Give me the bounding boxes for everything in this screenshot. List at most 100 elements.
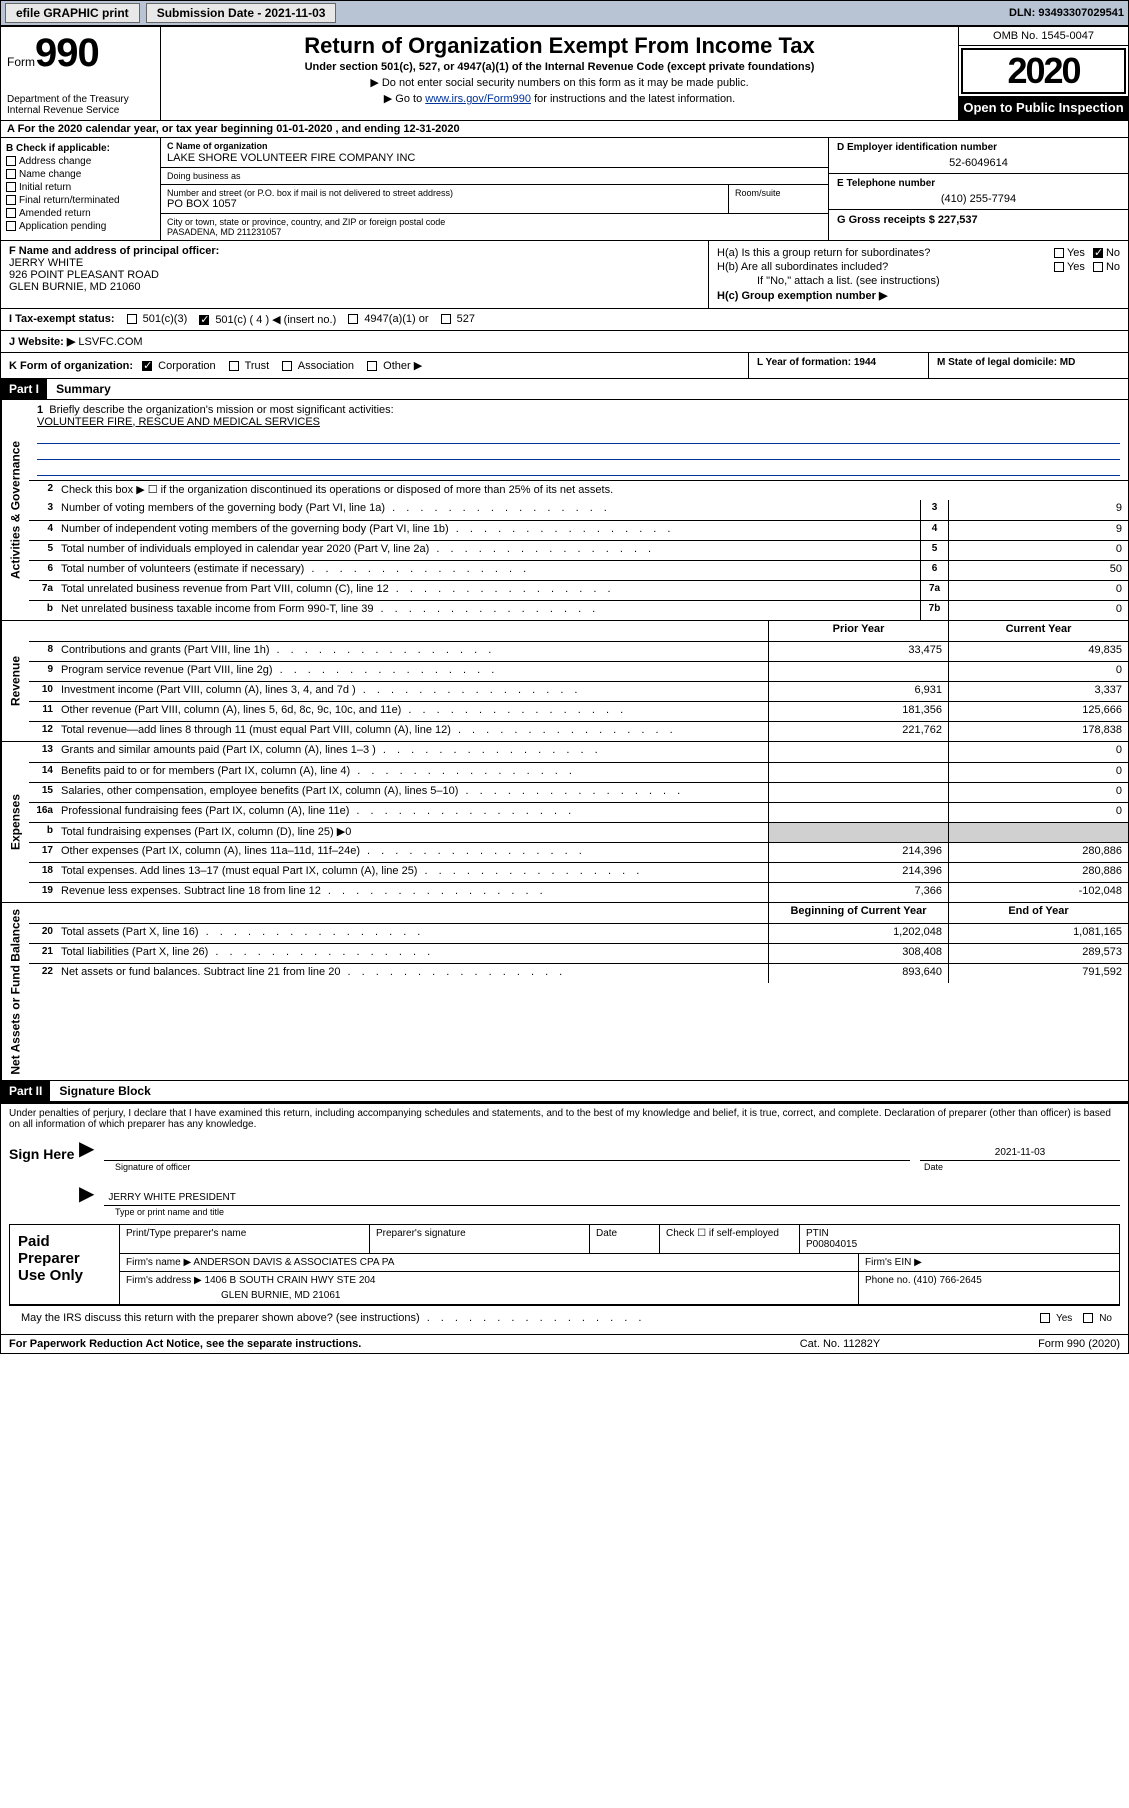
- row-label: Revenue less expenses. Subtract line 18 …: [57, 883, 768, 902]
- cb-501c3[interactable]: [127, 314, 137, 324]
- cb-other[interactable]: [367, 361, 377, 371]
- officer-addr1: 926 POINT PLEASANT ROAD: [9, 269, 700, 281]
- cb-assoc[interactable]: [282, 361, 292, 371]
- cb-amended-return[interactable]: [6, 208, 16, 218]
- q5-value: 0: [948, 541, 1128, 560]
- prior-value: [768, 742, 948, 762]
- cb-discuss-no[interactable]: [1083, 1313, 1093, 1323]
- prior-year-header: Prior Year: [768, 621, 948, 641]
- current-value: 280,886: [948, 843, 1128, 862]
- part-1-title: Summary: [50, 380, 117, 398]
- row-label: Benefits paid to or for members (Part IX…: [57, 763, 768, 782]
- current-year-header: Current Year: [948, 621, 1128, 641]
- cb-corp[interactable]: [142, 361, 152, 371]
- q2-label: Check this box ▶ ☐ if the organization d…: [57, 481, 1128, 500]
- current-value: 0: [948, 742, 1128, 762]
- cb-name-change[interactable]: [6, 169, 16, 179]
- current-value: 0: [948, 783, 1128, 802]
- q6-label: Total number of volunteers (estimate if …: [57, 561, 920, 580]
- revenue-section: Revenue Prior Year Current Year 8Contrib…: [1, 621, 1128, 742]
- expenses-tab: Expenses: [1, 742, 29, 902]
- cb-application-pending[interactable]: [6, 221, 16, 231]
- efile-print-button[interactable]: efile GRAPHIC print: [5, 3, 140, 23]
- current-value: 0: [948, 803, 1128, 822]
- h-c-label: H(c) Group exemption number ▶: [717, 289, 887, 302]
- submission-date-button[interactable]: Submission Date - 2021-11-03: [146, 3, 337, 23]
- col-d-to-g: D Employer identification number 52-6049…: [828, 138, 1128, 240]
- current-value: 289,573: [948, 944, 1128, 963]
- prior-value: 893,640: [768, 964, 948, 983]
- governance-section: Activities & Governance 1 Briefly descri…: [1, 400, 1128, 621]
- q4-label: Number of independent voting members of …: [57, 521, 920, 540]
- cb-501c[interactable]: [199, 315, 209, 325]
- prior-value: [768, 803, 948, 822]
- sig-date-label: Date: [920, 1161, 1120, 1173]
- city-value: PASADENA, MD 211231057: [167, 227, 822, 237]
- cb-hb-no[interactable]: [1093, 262, 1103, 272]
- cb-address-change[interactable]: [6, 156, 16, 166]
- prior-value: 33,475: [768, 642, 948, 661]
- form-990-document: Form 990 Department of the Treasury Inte…: [0, 26, 1129, 1354]
- col-c-org-info: C Name of organization LAKE SHORE VOLUNT…: [161, 138, 828, 240]
- irs-link[interactable]: www.irs.gov/Form990: [425, 93, 531, 105]
- website-value: LSVFC.COM: [78, 336, 142, 348]
- row-label: Total liabilities (Part X, line 26): [57, 944, 768, 963]
- omb-number: OMB No. 1545-0047: [959, 27, 1128, 46]
- officer-name-title-value: JERRY WHITE PRESIDENT: [104, 1190, 1120, 1206]
- row-label: Other revenue (Part VIII, column (A), li…: [57, 702, 768, 721]
- row-k-l-m: K Form of organization: Corporation Trus…: [1, 353, 1128, 379]
- prior-value: 221,762: [768, 722, 948, 741]
- cb-hb-yes[interactable]: [1054, 262, 1064, 272]
- table-row: 22Net assets or fund balances. Subtract …: [29, 963, 1128, 983]
- q6-value: 50: [948, 561, 1128, 580]
- tax-year: 2020: [961, 48, 1126, 94]
- part-2-header-row: Part II Signature Block: [1, 1081, 1128, 1102]
- phone-value: (410) 255-7794: [837, 193, 1120, 205]
- col-b-checkboxes: B Check if applicable: Address change Na…: [1, 138, 161, 240]
- table-row: 18Total expenses. Add lines 13–17 (must …: [29, 862, 1128, 882]
- phone-label: E Telephone number: [837, 178, 1120, 189]
- name-title-label: Type or print name and title: [111, 1206, 228, 1218]
- cb-527[interactable]: [441, 314, 451, 324]
- h-b-label: H(b) Are all subordinates included?: [717, 261, 1054, 273]
- prior-value: 214,396: [768, 863, 948, 882]
- table-row: 9Program service revenue (Part VIII, lin…: [29, 661, 1128, 681]
- prior-value: [768, 662, 948, 681]
- current-value: 178,838: [948, 722, 1128, 741]
- current-value: 3,337: [948, 682, 1128, 701]
- row-label: Salaries, other compensation, employee b…: [57, 783, 768, 802]
- h-note: If "No," attach a list. (see instruction…: [757, 275, 940, 287]
- prep-ptin: PTIN P00804015: [800, 1225, 1119, 1253]
- cb-initial-return[interactable]: [6, 182, 16, 192]
- row-label: Total fundraising expenses (Part IX, col…: [57, 823, 768, 842]
- department-label: Department of the Treasury Internal Reve…: [7, 94, 154, 116]
- ein-label: D Employer identification number: [837, 142, 1120, 153]
- cb-ha-no[interactable]: [1093, 248, 1103, 258]
- cb-final-return[interactable]: [6, 195, 16, 205]
- cb-discuss-yes[interactable]: [1040, 1313, 1050, 1323]
- officer-name: JERRY WHITE: [9, 257, 700, 269]
- table-row: 19Revenue less expenses. Subtract line 1…: [29, 882, 1128, 902]
- table-row: 21Total liabilities (Part X, line 26)308…: [29, 943, 1128, 963]
- prep-sig-label: Preparer's signature: [370, 1225, 590, 1253]
- table-row: bTotal fundraising expenses (Part IX, co…: [29, 822, 1128, 842]
- table-row: 13Grants and similar amounts paid (Part …: [29, 742, 1128, 762]
- table-row: 14Benefits paid to or for members (Part …: [29, 762, 1128, 782]
- cb-trust[interactable]: [229, 361, 239, 371]
- part-1-badge: Part I: [1, 379, 47, 399]
- current-value: 0: [948, 662, 1128, 681]
- prior-value: 1,202,048: [768, 924, 948, 943]
- table-row: 16aProfessional fundraising fees (Part I…: [29, 802, 1128, 822]
- cb-4947[interactable]: [348, 314, 358, 324]
- footer-catno: Cat. No. 11282Y: [740, 1338, 940, 1350]
- cb-ha-yes[interactable]: [1054, 248, 1064, 258]
- q7a-label: Total unrelated business revenue from Pa…: [57, 581, 920, 600]
- form-number: 990: [35, 31, 99, 76]
- sig-officer-label: Signature of officer: [111, 1161, 910, 1173]
- row-a-tax-year: A For the 2020 calendar year, or tax yea…: [1, 121, 1128, 138]
- form-subtitle: Under section 501(c), 527, or 4947(a)(1)…: [171, 61, 948, 73]
- current-value: 280,886: [948, 863, 1128, 882]
- room-suite-label: Room/suite: [728, 185, 828, 214]
- firm-ein-label: Firm's EIN ▶: [859, 1254, 1119, 1271]
- firm-phone-label: Phone no. (410) 766-2645: [859, 1272, 1119, 1304]
